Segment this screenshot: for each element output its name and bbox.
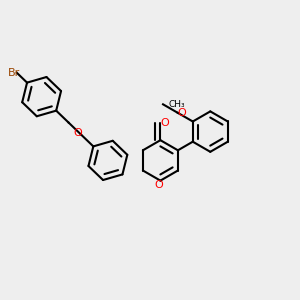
Text: O: O bbox=[160, 118, 169, 128]
Text: O: O bbox=[177, 108, 186, 118]
Text: O: O bbox=[154, 180, 163, 190]
Text: Br: Br bbox=[8, 68, 20, 78]
Text: CH₃: CH₃ bbox=[168, 100, 185, 109]
Text: O: O bbox=[73, 128, 82, 138]
